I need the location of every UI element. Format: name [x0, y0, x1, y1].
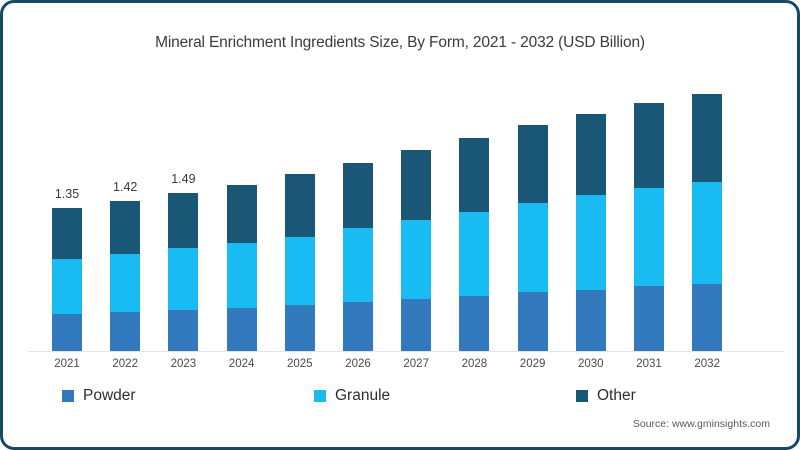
legend-label: Granule — [335, 387, 391, 404]
x-axis-tick-2024: 2024 — [228, 358, 255, 370]
bar-segment-granule — [401, 219, 432, 300]
page-title: Mineral Enrichment Ingredients Size, By … — [155, 34, 645, 51]
bar-segment-powder — [343, 302, 373, 351]
x-axis-tick-2021: 2021 — [54, 358, 80, 370]
bar-value-label: 1.35 — [54, 187, 80, 202]
bar-segment-powder — [575, 289, 606, 351]
bar-segment-other — [634, 103, 664, 188]
bar-segment-granule — [343, 228, 373, 303]
bar-segment-powder — [401, 299, 432, 351]
bar-segment-other — [401, 149, 432, 220]
legend-label: Other — [597, 387, 636, 404]
x-axis-tick-2031: 2031 — [636, 358, 662, 370]
bar-segment-other — [110, 200, 141, 254]
stacked-bar-plot-area: 1.35 2021 1.42 2022 1.49 2023 2024 2025 2026 2027… — [6, 6, 794, 370]
bar-segment-granule — [110, 253, 141, 312]
x-axis-tick-2028: 2028 — [461, 358, 488, 370]
legend-swatch-icon — [576, 390, 588, 402]
bar-group — [401, 149, 432, 351]
chart-card-inner: Mineral Enrichment Ingredients Size, By … — [6, 6, 794, 444]
bar-segment-granule — [575, 195, 606, 290]
bar-segment-powder — [226, 307, 257, 351]
bar-segment-powder — [692, 284, 723, 351]
bar-segment-other — [52, 208, 82, 259]
bar-segment-powder — [284, 305, 315, 351]
bar-group — [692, 93, 723, 351]
bar-segment-granule — [284, 236, 315, 306]
bar-group — [226, 184, 257, 351]
bar-segment-other — [575, 113, 606, 196]
legend-item-powder[interactable]: Powder — [24, 387, 262, 405]
x-axis-tick-2026: 2026 — [345, 358, 371, 370]
bar-segment-other — [284, 174, 315, 237]
bar-segment-granule — [692, 181, 723, 285]
bar-group — [168, 193, 199, 351]
bar-group — [110, 200, 141, 351]
bar-segment-granule — [517, 202, 548, 292]
bar-segment-powder — [168, 309, 199, 351]
bar-segment-powder — [52, 313, 82, 351]
bar-segment-granule — [168, 248, 199, 310]
bar-group — [575, 113, 606, 351]
x-axis-tick-2022: 2022 — [112, 358, 138, 370]
x-axis-tick-2032: 2032 — [694, 358, 720, 370]
bar-group — [284, 174, 315, 351]
bar-segment-other — [226, 184, 257, 243]
bar-value-label: 1.49 — [171, 172, 196, 187]
bar-segment-other — [168, 193, 199, 249]
legend-item-granule[interactable]: Granule — [262, 387, 514, 405]
x-axis-tick-2023: 2023 — [170, 358, 197, 370]
bar-value-label: 1.42 — [113, 179, 138, 194]
bar-segment-other — [343, 162, 373, 229]
bar-segment-powder — [459, 295, 490, 351]
x-axis-tick-2030: 2030 — [578, 358, 604, 370]
bar-group — [459, 138, 490, 351]
bar-segment-powder — [110, 311, 141, 351]
bar-group — [52, 208, 82, 351]
bar-group — [634, 103, 664, 351]
bar-segment-granule — [459, 212, 490, 296]
bar-segment-other — [692, 93, 723, 182]
legend-swatch-icon — [314, 390, 326, 402]
bar-segment-powder — [634, 286, 664, 351]
legend-label: Powder — [83, 387, 136, 404]
source-attribution: Source: www.gminsights.com — [632, 418, 770, 430]
bar-segment-granule — [52, 258, 82, 314]
bar-group — [343, 162, 373, 351]
x-axis-tick-2025: 2025 — [287, 358, 313, 370]
chart-legend: Powder Granule Other — [6, 387, 794, 405]
legend-swatch-icon — [62, 390, 74, 402]
bar-segment-powder — [517, 291, 548, 351]
bar-segment-granule — [226, 243, 257, 308]
bar-segment-other — [517, 125, 548, 203]
legend-item-other[interactable]: Other — [514, 387, 776, 405]
bar-segment-granule — [634, 187, 664, 287]
x-axis-tick-2027: 2027 — [403, 358, 429, 370]
x-axis-line — [28, 351, 784, 352]
bar-segment-other — [459, 138, 490, 213]
bar-group — [517, 125, 548, 351]
x-axis-tick-2029: 2029 — [519, 358, 546, 370]
